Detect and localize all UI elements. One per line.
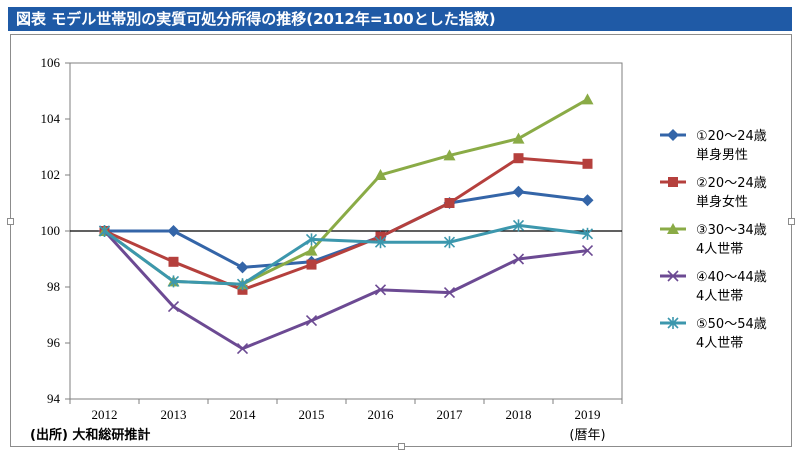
y-tick-label: 104 xyxy=(41,111,61,126)
series-4-point xyxy=(512,253,525,265)
legend-label-2: ②20〜24歳 xyxy=(696,176,767,191)
x-tick-label: 2012 xyxy=(92,407,118,422)
series-1-point xyxy=(581,194,594,207)
x-tick-label: 2017 xyxy=(437,407,464,422)
resize-handle-bottom[interactable] xyxy=(398,443,405,450)
x-axis-unit-label: (暦年) xyxy=(569,428,605,443)
x-tick-label: 2018 xyxy=(506,407,532,422)
series-4-point xyxy=(305,315,318,327)
legend-marker-1 xyxy=(667,129,679,141)
y-tick-label: 106 xyxy=(41,55,61,70)
source-note: (出所) 大和総研推計 xyxy=(30,427,150,443)
series-5-point xyxy=(236,278,249,291)
legend-label-3: ③30〜34歳 xyxy=(696,223,767,238)
legend-marker-4 xyxy=(667,270,679,282)
legend-marker-5 xyxy=(667,317,679,329)
series-1-point xyxy=(512,185,525,198)
series-3-point xyxy=(374,169,387,180)
legend-label-1: ①20〜24歳 xyxy=(696,129,767,144)
y-tick-label: 100 xyxy=(41,223,61,238)
legend-marker-3 xyxy=(667,223,679,234)
series-5-point xyxy=(581,227,594,240)
y-tick-label: 98 xyxy=(47,279,60,294)
x-tick-label: 2014 xyxy=(230,407,257,422)
x-tick-label: 2019 xyxy=(575,407,601,422)
series-line-4 xyxy=(103,229,588,351)
legend-sublabel-1: 単身男性 xyxy=(696,147,748,163)
x-tick-label: 2016 xyxy=(368,407,395,422)
series-4-point xyxy=(581,245,594,257)
series-5-point xyxy=(305,233,318,246)
series-2-point xyxy=(168,256,179,267)
series-4-point xyxy=(236,343,249,355)
series-3-point xyxy=(443,149,456,161)
resize-handle-left[interactable] xyxy=(7,218,14,225)
y-tick-label: 94 xyxy=(47,391,61,406)
x-tick-label: 2013 xyxy=(161,407,187,422)
series-2-point xyxy=(444,198,455,208)
series-2-point xyxy=(306,259,317,270)
series-3-point xyxy=(512,132,525,144)
series-5-point xyxy=(512,219,525,232)
series-3-point xyxy=(581,93,594,105)
legend-label-4: ④40〜44歳 xyxy=(696,270,767,285)
series-1-point xyxy=(167,225,180,237)
legend-sublabel-5: 4人世帯 xyxy=(696,336,743,351)
y-tick-label: 102 xyxy=(41,167,61,182)
series-3-point xyxy=(305,244,318,256)
series-4-point xyxy=(167,301,180,313)
chart-title: 図表 モデル世帯別の実質可処分所得の推移(2012年=100とした指数) xyxy=(8,7,792,31)
series-4-point xyxy=(443,287,456,299)
series-5-point xyxy=(374,236,387,249)
series-4-point xyxy=(374,284,387,296)
legend-sublabel-4: 4人世帯 xyxy=(696,289,743,304)
resize-handle-right[interactable] xyxy=(788,218,795,225)
legend-sublabel-3: 4人世帯 xyxy=(696,242,743,257)
series-line-2 xyxy=(103,156,588,292)
series-2-point xyxy=(582,158,593,169)
legend-marker-2 xyxy=(668,177,678,187)
series-5-point xyxy=(167,275,180,288)
y-tick-label: 96 xyxy=(47,335,61,350)
series-line-5 xyxy=(103,223,588,286)
legend-sublabel-2: 単身女性 xyxy=(696,194,748,210)
series-2-point xyxy=(513,153,524,164)
x-tick-label: 2015 xyxy=(299,407,325,422)
series-5-point xyxy=(443,236,456,249)
legend-label-5: ⑤50〜54歳 xyxy=(696,317,767,332)
series-1-point xyxy=(236,261,249,274)
series-5-point xyxy=(98,225,111,237)
